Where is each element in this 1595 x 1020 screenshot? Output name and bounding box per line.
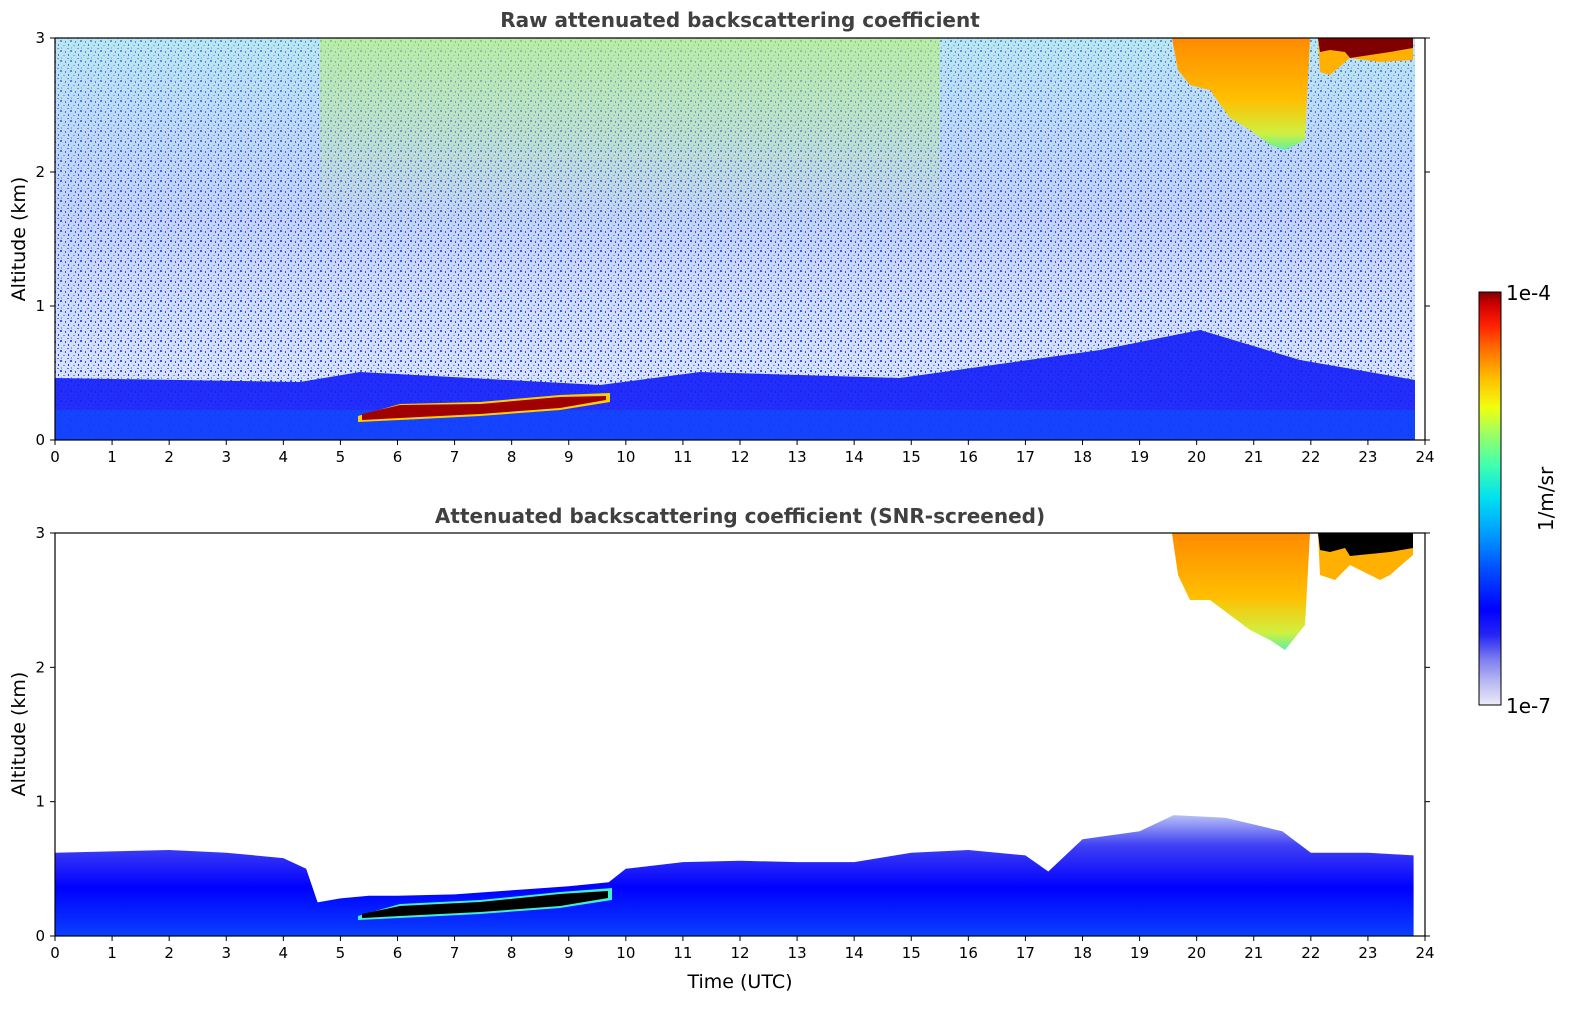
raw-x-tick-label: 19: [1130, 448, 1149, 466]
raw-x-tick-label: 2: [164, 448, 174, 466]
snr-y-tick-label: 0: [35, 927, 45, 945]
raw-x-tick-label: 14: [845, 448, 864, 466]
raw-x-tick-label: 16: [959, 448, 978, 466]
raw-y-tick-label: 3: [35, 29, 45, 47]
colorbar-gradient: [1478, 291, 1502, 706]
raw-x-tick-label: 8: [507, 448, 517, 466]
snr-x-tick-label: 23: [1358, 944, 1377, 962]
snr-x-tick-label: 21: [1244, 944, 1263, 962]
raw-high-cloud: [1172, 38, 1310, 150]
snr-x-tick-label: 16: [959, 944, 978, 962]
raw-y-tick-label: 1: [35, 297, 45, 315]
snr-x-tick-label: 11: [673, 944, 692, 962]
snr-x-tick-label: 15: [902, 944, 921, 962]
raw-x-tick-label: 23: [1358, 448, 1377, 466]
snr-x-tick-label: 8: [507, 944, 517, 962]
raw-x-tick-label: 24: [1415, 448, 1434, 466]
raw-x-tick-label: 1: [107, 448, 117, 466]
raw-x-tick-label: 4: [279, 448, 289, 466]
raw-x-tick-label: 7: [450, 448, 460, 466]
raw-x-tick-label: 6: [393, 448, 403, 466]
raw-x-tick-label: 5: [336, 448, 346, 466]
snr-y-tick-label: 1: [35, 793, 45, 811]
raw-x-tick-label: 11: [673, 448, 692, 466]
raw-boundary-layer-base: [55, 410, 1415, 440]
raw-heatmap: [55, 38, 1415, 440]
raw-x-tick-label: 9: [564, 448, 574, 466]
snr-boundary-layer: [55, 815, 1414, 936]
snr-high-cloud: [1172, 533, 1310, 650]
raw-x-tick-label: 21: [1244, 448, 1263, 466]
snr-y-tick-label: 2: [35, 658, 45, 676]
raw-noise-green-band: [320, 38, 940, 238]
snr-x-tick-label: 17: [1016, 944, 1035, 962]
colorbar-unit-label: 1/m/sr: [1534, 466, 1558, 531]
raw-y-axis: 0 1 2 3: [35, 29, 1430, 449]
colorbar-min-label: 1e-7: [1506, 694, 1551, 718]
raw-x-tick-label: 0: [50, 448, 60, 466]
raw-x-tick-label: 15: [902, 448, 921, 466]
snr-high-cloud-top: [1318, 533, 1413, 556]
raw-x-tick-label: 12: [730, 448, 749, 466]
snr-x-tick-label: 20: [1187, 944, 1206, 962]
raw-x-tick-label: 18: [1073, 448, 1092, 466]
snr-x-tick-label: 12: [730, 944, 749, 962]
snr-heatmap: [55, 533, 1414, 936]
snr-x-tick-label: 7: [450, 944, 460, 962]
colorbar: 1e-4 1e-7 1/m/sr: [1478, 281, 1558, 718]
raw-panel-title: Raw attenuated backscattering coefficien…: [500, 8, 980, 32]
snr-x-tick-label: 4: [279, 944, 289, 962]
snr-x-tick-label: 1: [107, 944, 117, 962]
raw-x-axis: 0 1 2 3 4 5 6 7 8 9 10 11 12 13 14 15 16 17 18 19 20 21 22 23 24: [50, 440, 1435, 466]
snr-panel: Attenuated backscattering coefficient (S…: [8, 504, 1435, 993]
snr-x-tick-label: 22: [1301, 944, 1320, 962]
raw-panel: Raw attenuated backscattering coefficien…: [8, 8, 1435, 466]
snr-y-axis: 0 1 2 3: [35, 524, 1430, 945]
raw-x-tick-label: 3: [221, 448, 231, 466]
raw-x-tick-label: 22: [1301, 448, 1320, 466]
snr-x-tick-label: 0: [50, 944, 60, 962]
raw-y-tick-label: 2: [35, 163, 45, 181]
snr-x-tick-label: 19: [1130, 944, 1149, 962]
raw-high-cloud-top: [1318, 38, 1413, 58]
raw-x-tick-label: 10: [616, 448, 635, 466]
snr-x-tick-label: 6: [393, 944, 403, 962]
raw-low-cloud: [362, 396, 606, 420]
snr-x-tick-label: 9: [564, 944, 574, 962]
snr-x-tick-label: 3: [221, 944, 231, 962]
snr-x-tick-label: 13: [788, 944, 807, 962]
snr-x-tick-label: 18: [1073, 944, 1092, 962]
snr-x-axis-label: Time (UTC): [686, 971, 792, 993]
raw-x-tick-label: 17: [1016, 448, 1035, 466]
snr-low-cloud: [362, 891, 608, 918]
raw-x-tick-label: 13: [788, 448, 807, 466]
snr-x-tick-label: 24: [1415, 944, 1434, 962]
snr-y-tick-label: 3: [35, 524, 45, 542]
snr-x-axis: 0 1 2 3 4 5 6 7 8 9 10 11 12 13 14 15 16 17 18 19 20 21 22 23 24: [50, 936, 1435, 962]
snr-x-tick-label: 10: [616, 944, 635, 962]
raw-y-axis-label: Altitude (km): [8, 177, 30, 302]
snr-x-tick-label: 14: [845, 944, 864, 962]
snr-x-tick-label: 5: [336, 944, 346, 962]
snr-y-axis-label: Altitude (km): [8, 672, 30, 797]
raw-y-tick-label: 0: [35, 431, 45, 449]
snr-panel-title: Attenuated backscattering coefficient (S…: [435, 504, 1045, 528]
snr-x-tick-label: 2: [164, 944, 174, 962]
colorbar-max-label: 1e-4: [1506, 281, 1551, 305]
raw-x-tick-label: 20: [1187, 448, 1206, 466]
